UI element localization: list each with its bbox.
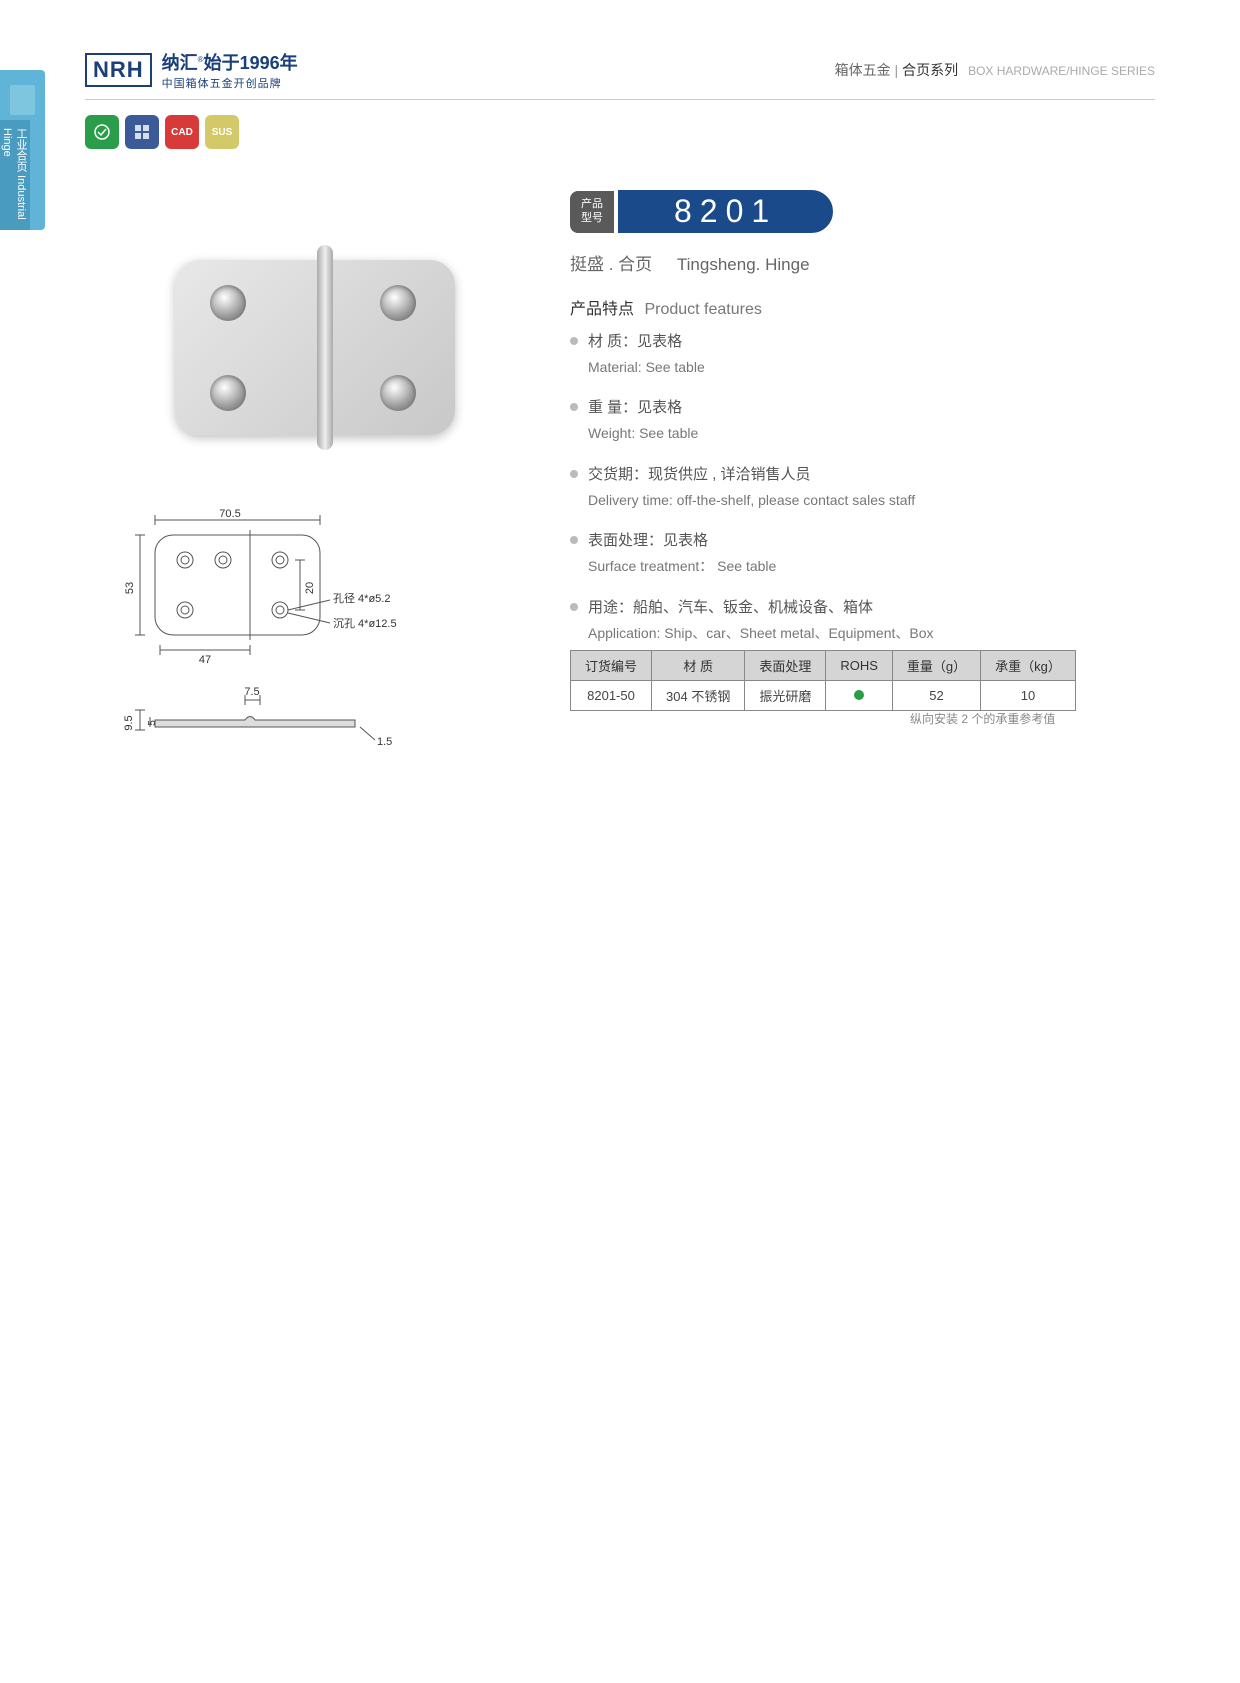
table-cell: 振光研磨 (745, 681, 826, 711)
badge-row: CAD SUS (85, 115, 239, 149)
feature-cn: 交货期：现货供应 , 详洽销售人员 (588, 463, 1130, 487)
header-cn1: 箱体五金 (835, 62, 891, 78)
header-cn2: 合页系列 (902, 62, 958, 78)
feature-cn: 表面处理：见表格 (588, 529, 1130, 553)
badge-blue (125, 115, 159, 149)
header-category: 箱体五金 | 合页系列 BOX HARDWARE/HINGE SERIES (835, 60, 1155, 80)
subtitle-en: Tingsheng. Hinge (677, 255, 810, 274)
logo-since: 始于1996年 (204, 53, 298, 73)
table-header: ROHS (826, 651, 893, 681)
feature-en: Application: Ship、car、Sheet metal、Equipm… (588, 622, 1130, 644)
feature-item: 交货期：现货供应 , 详洽销售人员Delivery time: off-the-… (570, 463, 1130, 511)
badge-sus: SUS (205, 115, 239, 149)
table-cell: 52 (892, 681, 980, 711)
feature-cn: 用途：船舶、汽车、钣金、机械设备、箱体 (588, 596, 1130, 620)
feature-cn: 重 量：见表格 (588, 396, 1130, 420)
svg-text:70.5: 70.5 (219, 508, 240, 520)
model-badge: 产品型号 8201 (570, 190, 833, 233)
svg-text:7.5: 7.5 (244, 686, 259, 698)
features-heading: 产品特点 Product features (570, 295, 762, 319)
table-header: 表面处理 (745, 651, 826, 681)
features-heading-en: Product features (644, 301, 761, 318)
model-label: 产品型号 (570, 191, 614, 233)
feature-item: 表面处理：见表格Surface treatment： See table (570, 529, 1130, 577)
product-photo (145, 220, 495, 470)
features-heading-cn: 产品特点 (570, 301, 634, 318)
table-cell: 8201-50 (571, 681, 652, 711)
rohs-dot-icon (854, 690, 864, 700)
page-header: NRH 纳汇®始于1996年 中国箱体五金开创品牌 箱体五金 | 合页系列 BOX… (85, 40, 1155, 100)
table-header: 承重（kg） (981, 651, 1076, 681)
table-header: 材 质 (652, 651, 745, 681)
table-cell: 10 (981, 681, 1076, 711)
table-header: 订货编号 (571, 651, 652, 681)
svg-text:53: 53 (124, 582, 136, 594)
svg-text:47: 47 (199, 654, 211, 666)
feature-cn: 材 质：见表格 (588, 330, 1130, 354)
feature-en: Weight: See table (588, 422, 1130, 444)
table-note: 纵向安装 2 个的承重参考值 (910, 710, 1055, 727)
subtitle-cn: 挺盛 . 合页 (570, 255, 652, 274)
svg-text:9.5: 9.5 (123, 715, 135, 730)
table-cell (826, 681, 893, 711)
svg-text:沉孔 4*ø12.5: 沉孔 4*ø12.5 (333, 617, 397, 630)
feature-item: 用途：船舶、汽车、钣金、机械设备、箱体Application: Ship、car… (570, 596, 1130, 644)
table-header: 重量（g） (892, 651, 980, 681)
feature-item: 材 质：见表格Material: See table (570, 330, 1130, 378)
header-sep: | (891, 62, 902, 78)
table-cell: 304 不锈钢 (652, 681, 745, 711)
svg-text:孔径 4*ø5.2: 孔径 4*ø5.2 (333, 592, 390, 605)
logo-mark: NRH (85, 53, 152, 87)
side-tab-icon (10, 85, 35, 115)
svg-text:20: 20 (304, 582, 316, 594)
technical-drawing: 70.5 53 47 20 孔径 4*ø5.2 沉孔 4*ø12.5 7.5 9… (105, 505, 405, 770)
logo-slogan: 中国箱体五金开创品牌 (162, 75, 298, 91)
feature-en: Delivery time: off-the-shelf, please con… (588, 489, 1130, 511)
feature-en: Surface treatment： See table (588, 555, 1130, 577)
spec-table: 订货编号材 质表面处理ROHS重量（g）承重（kg） 8201-50304 不锈… (570, 650, 1076, 711)
svg-text:1.5: 1.5 (377, 736, 392, 748)
feature-item: 重 量：见表格Weight: See table (570, 396, 1130, 444)
model-number: 8201 (618, 190, 833, 233)
badge-green (85, 115, 119, 149)
logo: NRH 纳汇®始于1996年 中国箱体五金开创品牌 (85, 49, 298, 91)
logo-cn: 纳汇 (162, 53, 198, 73)
badge-cad: CAD (165, 115, 199, 149)
product-subtitle: 挺盛 . 合页 Tingsheng. Hinge (570, 250, 810, 275)
feature-en: Material: See table (588, 356, 1130, 378)
svg-text:5: 5 (147, 720, 158, 726)
side-tab-label: 工业合页 Industrial Hinge (0, 120, 30, 230)
header-en: BOX HARDWARE/HINGE SERIES (968, 64, 1155, 78)
